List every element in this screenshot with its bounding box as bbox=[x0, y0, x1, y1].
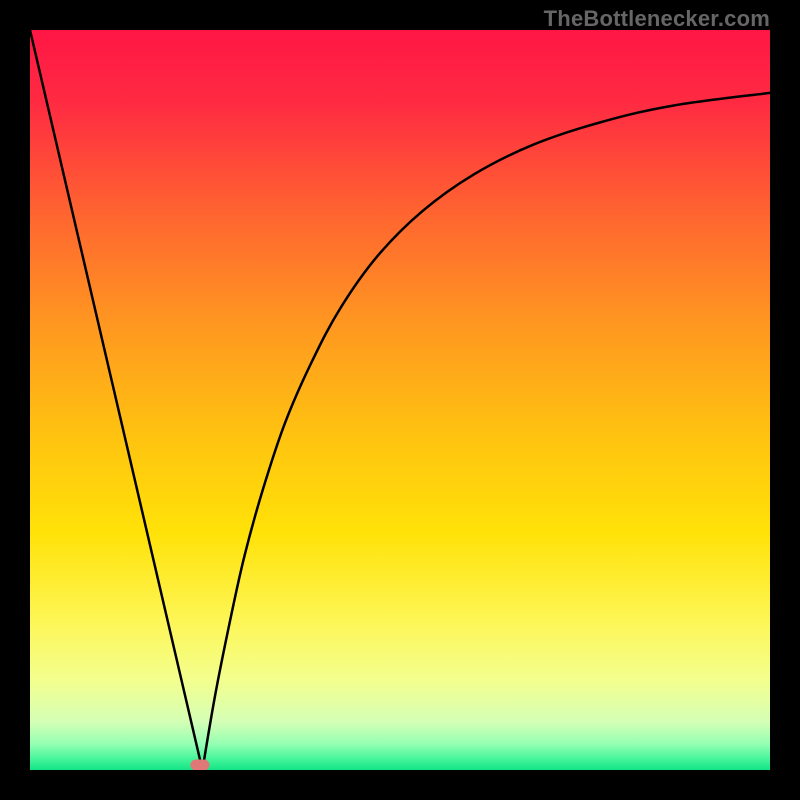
frame-bottom bbox=[0, 770, 800, 800]
curve-line bbox=[30, 30, 770, 770]
frame-right bbox=[770, 0, 800, 800]
gradient-background bbox=[30, 30, 770, 770]
chart-container: TheBottlenecker.com bbox=[0, 0, 800, 800]
chart-svg bbox=[0, 0, 800, 800]
minimum-marker bbox=[191, 759, 210, 770]
attribution-text: TheBottlenecker.com bbox=[544, 6, 770, 32]
frame-left bbox=[0, 0, 30, 800]
